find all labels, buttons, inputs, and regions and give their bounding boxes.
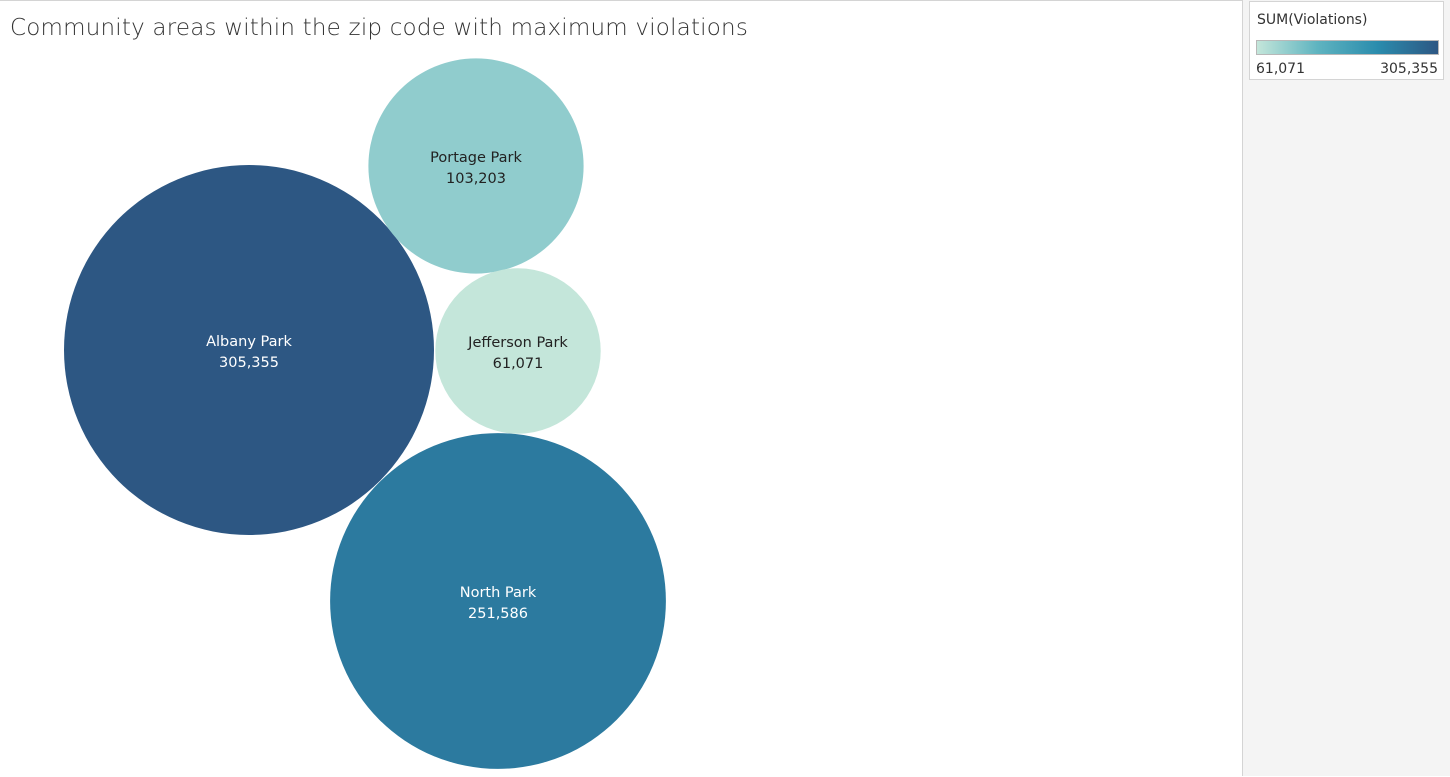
legend-min-label: 61,071	[1256, 61, 1305, 77]
bubble-name-label: Portage Park	[430, 150, 522, 166]
side-panel: SUM(Violations) 61,071 305,355	[1242, 0, 1450, 776]
legend-title: SUM(Violations)	[1257, 12, 1368, 28]
legend-max-label: 305,355	[1380, 61, 1438, 77]
bubble-jefferson-park[interactable]: Jefferson Park 61,071	[435, 268, 601, 434]
bubble-albany-park[interactable]: Albany Park 305,355	[64, 165, 434, 535]
bubble-circle[interactable]	[64, 165, 434, 535]
bubble-circle[interactable]	[435, 268, 601, 434]
color-legend[interactable]: SUM(Violations) 61,071 305,355	[1249, 1, 1444, 80]
chart-title: Community areas within the zip code with…	[10, 15, 748, 41]
bubble-name-label: North Park	[460, 585, 537, 601]
bubble-circle[interactable]	[368, 58, 584, 274]
bubble-value-label: 305,355	[219, 355, 279, 371]
viz-area: Community areas within the zip code with…	[0, 0, 1242, 769]
bubble-circle[interactable]	[330, 433, 666, 769]
bubble-chart: Albany Park 305,355 North Park 251,586 Porta…	[64, 58, 666, 769]
bubble-north-park[interactable]: North Park 251,586	[330, 433, 666, 769]
bubble-value-label: 103,203	[446, 171, 506, 187]
bubble-name-label: Jefferson Park	[467, 335, 568, 351]
bubble-value-label: 251,586	[468, 606, 528, 622]
bubble-value-label: 61,071	[493, 356, 544, 372]
bubble-portage-park[interactable]: Portage Park 103,203	[368, 58, 584, 274]
bubble-name-label: Albany Park	[206, 334, 292, 350]
legend-color-ramp	[1256, 40, 1439, 55]
